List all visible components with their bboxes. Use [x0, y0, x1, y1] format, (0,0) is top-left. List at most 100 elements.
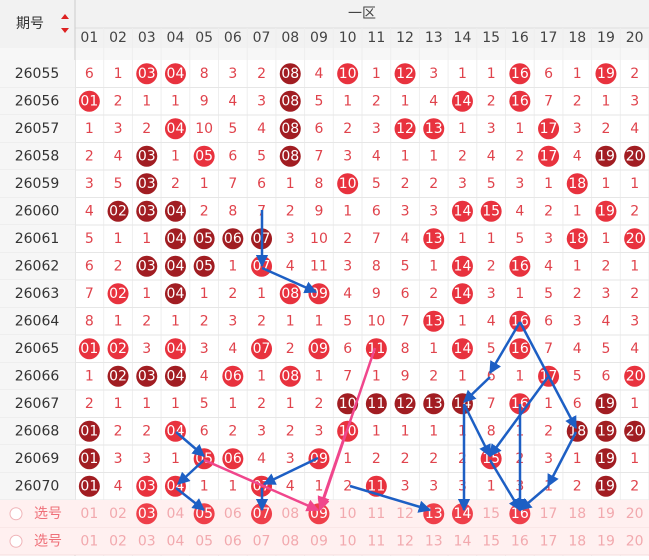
ball — [509, 310, 531, 332]
miss-count: 6 — [544, 66, 553, 82]
miss-count: 1 — [114, 313, 123, 329]
period: 26058 — [15, 148, 60, 164]
miss-count: 6 — [372, 203, 381, 219]
miss-count: 9 — [314, 203, 323, 219]
miss-count: 1 — [401, 93, 410, 109]
ball — [279, 90, 301, 112]
miss-count: 2 — [142, 423, 151, 439]
miss-count: 4 — [257, 451, 266, 467]
miss-count: 1 — [142, 396, 151, 412]
select-number: 11 — [367, 506, 385, 522]
ball-number: 20 — [626, 368, 644, 384]
miss-count: 3 — [286, 451, 295, 467]
miss-count: 2 — [458, 451, 467, 467]
selector-label: 选号 — [34, 506, 62, 522]
ball — [136, 255, 158, 277]
miss-count: 3 — [114, 121, 123, 137]
ball — [451, 283, 473, 305]
select-number: 04 — [167, 533, 185, 549]
miss-count: 2 — [630, 286, 639, 302]
column-number: 18 — [568, 30, 586, 46]
period-cell — [0, 60, 75, 88]
period-header: 期号 — [16, 16, 44, 32]
ball-number: 06 — [224, 231, 242, 247]
miss-count: 3 — [429, 203, 438, 219]
miss-count: 4 — [286, 258, 295, 274]
period-cell — [0, 307, 75, 335]
miss-count: 3 — [401, 203, 410, 219]
select-number: 18 — [568, 506, 586, 522]
miss-count: 1 — [200, 478, 209, 494]
ball-number: 04 — [167, 258, 185, 274]
column-number: 02 — [109, 30, 127, 46]
miss-count: 2 — [630, 203, 639, 219]
miss-count: 7 — [487, 396, 496, 412]
miss-count: 10 — [195, 121, 213, 137]
miss-count: 3 — [257, 93, 266, 109]
ball — [337, 173, 359, 195]
period-cell — [0, 445, 75, 473]
ball-number: 01 — [80, 423, 98, 439]
miss-count: 2 — [372, 93, 381, 109]
miss-count: 1 — [573, 66, 582, 82]
ball-number: 19 — [597, 423, 615, 439]
miss-count: 3 — [487, 286, 496, 302]
select-number: 11 — [367, 533, 385, 549]
ball — [624, 145, 646, 167]
ball — [136, 173, 158, 195]
miss-count: 2 — [171, 176, 180, 192]
period: 26056 — [15, 93, 60, 109]
period-cell — [0, 225, 75, 253]
miss-count: 7 — [343, 368, 352, 384]
column-number: 07 — [253, 30, 271, 46]
miss-count: 6 — [314, 121, 323, 137]
miss-count: 4 — [630, 121, 639, 137]
miss-count: 3 — [630, 313, 639, 329]
ball — [279, 118, 301, 140]
ball — [136, 145, 158, 167]
ball-number: 03 — [138, 506, 156, 522]
miss-count: 4 — [114, 148, 123, 164]
ball — [107, 365, 129, 387]
ball-number: 19 — [597, 396, 615, 412]
miss-count: 1 — [487, 66, 496, 82]
ball — [566, 228, 588, 250]
period: 26060 — [15, 203, 60, 219]
miss-count: 3 — [458, 478, 467, 494]
miss-count: 8 — [401, 341, 410, 357]
ball-number: 20 — [626, 148, 644, 164]
ball-number: 14 — [454, 506, 472, 522]
period: 26061 — [15, 231, 60, 247]
ball — [78, 90, 100, 112]
ball — [136, 365, 158, 387]
ball-number: 04 — [167, 66, 185, 82]
period-cell — [0, 115, 75, 143]
miss-count: 11 — [310, 258, 328, 274]
miss-count: 1 — [401, 423, 410, 439]
miss-count: 3 — [601, 286, 610, 302]
miss-count: 4 — [314, 66, 323, 82]
column-number: 03 — [138, 30, 156, 46]
miss-count: 2 — [286, 423, 295, 439]
radio — [9, 534, 23, 548]
select-number: 14 — [454, 533, 472, 549]
ball-number: 09 — [310, 451, 328, 467]
ball — [337, 393, 359, 415]
ball-number: 14 — [454, 341, 472, 357]
miss-count: 2 — [257, 66, 266, 82]
ball-number: 11 — [367, 478, 385, 494]
period-cell — [0, 335, 75, 363]
miss-count: 4 — [573, 148, 582, 164]
miss-count: 4 — [286, 478, 295, 494]
header-bg — [0, 0, 649, 48]
miss-count: 5 — [487, 176, 496, 192]
miss-count: 1 — [630, 451, 639, 467]
period: 26065 — [15, 341, 60, 357]
ball — [365, 393, 387, 415]
period: 26059 — [15, 176, 60, 192]
miss-count: 6 — [573, 396, 582, 412]
miss-count: 2 — [601, 121, 610, 137]
ball — [423, 228, 445, 250]
miss-count: 1 — [286, 396, 295, 412]
